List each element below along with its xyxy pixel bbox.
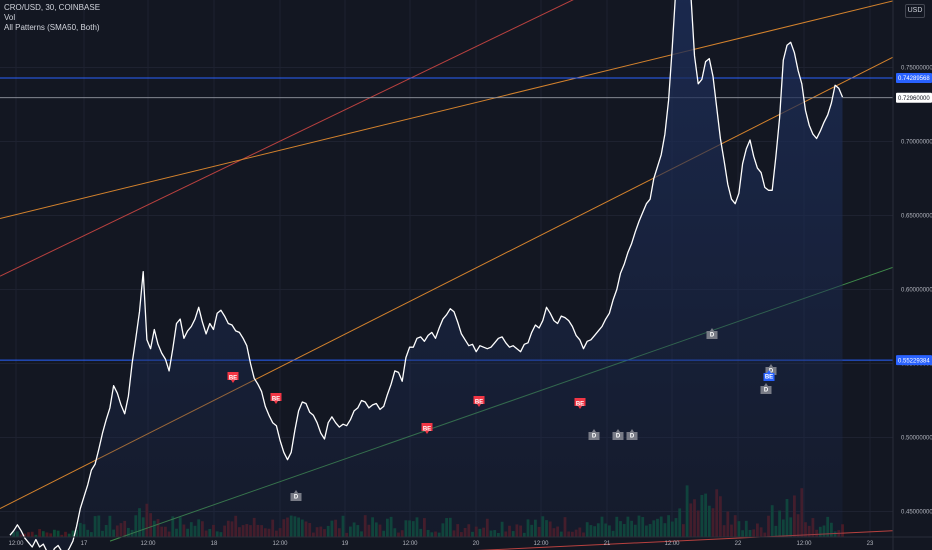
time-tick-label: 12:00 [664, 541, 680, 547]
marker-label: D [616, 433, 621, 439]
price-tick-label: 0.60000000 [901, 288, 932, 294]
price-tags: 0.74289568 0.72960000 0.55229384 [896, 73, 932, 366]
volume-bar [34, 534, 38, 537]
time-tick-label: 17 [81, 541, 88, 547]
time-tick-label: 23 [867, 541, 874, 547]
doji-pattern-marker: D [626, 429, 638, 440]
price-tag-box [896, 92, 932, 103]
time-tick-label: 20 [473, 541, 480, 547]
price-tick-label: 0.45000000 [901, 510, 932, 516]
price-tick-label: 0.50000000 [901, 436, 932, 442]
time-tick-label: 12:00 [140, 541, 156, 547]
doji-pattern-marker: D [706, 328, 718, 339]
marker-label: BE [475, 399, 483, 405]
price-line [9, 0, 844, 550]
marker-label: D [294, 494, 299, 500]
marker-label: BE [229, 375, 237, 381]
marker-badge [574, 398, 586, 409]
upper-level-tag: 0.74289568 [896, 73, 932, 84]
doji-pattern-marker: D [760, 383, 772, 394]
marker-badge [270, 393, 282, 404]
volume-bar [45, 532, 49, 537]
time-tick-label: 21 [604, 541, 611, 547]
time-tick-label: 12:00 [533, 541, 549, 547]
volume-bar [53, 529, 56, 537]
volume-bar [38, 529, 41, 537]
resistance-line [0, 0, 894, 219]
volume-bar [30, 531, 34, 537]
price-area-fill [10, 0, 843, 550]
price-tag-box [896, 73, 932, 84]
bearish-pattern-marker: BE [421, 423, 433, 434]
marker-badge [227, 372, 239, 383]
time-tick-label: 18 [211, 541, 218, 547]
doji-pattern-marker: D [612, 429, 624, 440]
volume-bar [56, 530, 60, 537]
current-price-tag: 0.72960000 [896, 92, 932, 103]
marker-label: BE [423, 426, 431, 432]
bearish-pattern-marker: BE [227, 372, 239, 383]
chart-legend: CRO/USD, 30, COINBASE Vol All Patterns (… [4, 3, 100, 33]
time-tick-label: 22 [735, 541, 742, 547]
volume-bar [60, 534, 64, 537]
volume-bar [67, 533, 71, 537]
marker-badge [626, 429, 638, 440]
currency-button[interactable]: USD [905, 4, 925, 18]
marker-label: BE [765, 374, 773, 380]
marker-label: BE [272, 396, 280, 402]
marker-label: D [710, 332, 715, 338]
marker-label: D [769, 368, 774, 374]
channel-upper-line [0, 0, 574, 277]
marker-badge [473, 396, 485, 407]
volume-bar [41, 531, 45, 537]
time-tick-label: 12:00 [272, 541, 288, 547]
marker-label: D [764, 387, 769, 393]
time-tick-label: 19 [342, 541, 349, 547]
volume-bar [49, 533, 53, 537]
marker-badge [763, 370, 775, 381]
price-tick-label: 0.65000000 [901, 214, 932, 220]
symbol-title[interactable]: CRO/USD, 30, COINBASE [4, 3, 101, 12]
patterns-indicator-label[interactable]: All Patterns (SMA50, Both) [4, 23, 100, 32]
price-tag-text: 0.72960000 [898, 96, 930, 102]
marker-badge [421, 423, 433, 434]
bearish-pattern-marker: BE [270, 393, 282, 404]
volume-bar [27, 532, 30, 537]
price-tick-label: 0.75000000 [901, 66, 932, 72]
marker-label: BE [576, 401, 584, 407]
marker-badge [760, 383, 772, 394]
price-tick-label: 0.70000000 [901, 140, 932, 146]
price-tag-box [896, 355, 932, 366]
bearish-pattern-marker: BE [574, 398, 586, 409]
time-tick-label: 12:00 [8, 541, 24, 547]
doji-pattern-marker: D [290, 490, 302, 501]
volume-bar [23, 533, 27, 537]
volume-indicator-label[interactable]: Vol [4, 13, 16, 22]
time-tick-label: 12:00 [402, 541, 418, 547]
price-tag-text: 0.74289568 [898, 76, 930, 82]
time-tick-label: 12:00 [796, 541, 812, 547]
marker-badge [706, 328, 718, 339]
marker-badge [290, 490, 302, 501]
marker-label: D [630, 433, 635, 439]
marker-badge [588, 429, 600, 440]
marker-badge [612, 429, 624, 440]
volume-bar [64, 531, 67, 537]
lower-level-tag: 0.55229384 [896, 355, 932, 366]
volume-bar [71, 530, 75, 537]
engulf-pattern-marker: BE [763, 370, 775, 381]
doji-pattern-marker: D [588, 429, 600, 440]
price-area [9, 0, 844, 550]
bearish-pattern-marker: BE [473, 396, 485, 407]
price-tag-text: 0.55229384 [898, 358, 930, 364]
marker-label: D [592, 433, 597, 439]
